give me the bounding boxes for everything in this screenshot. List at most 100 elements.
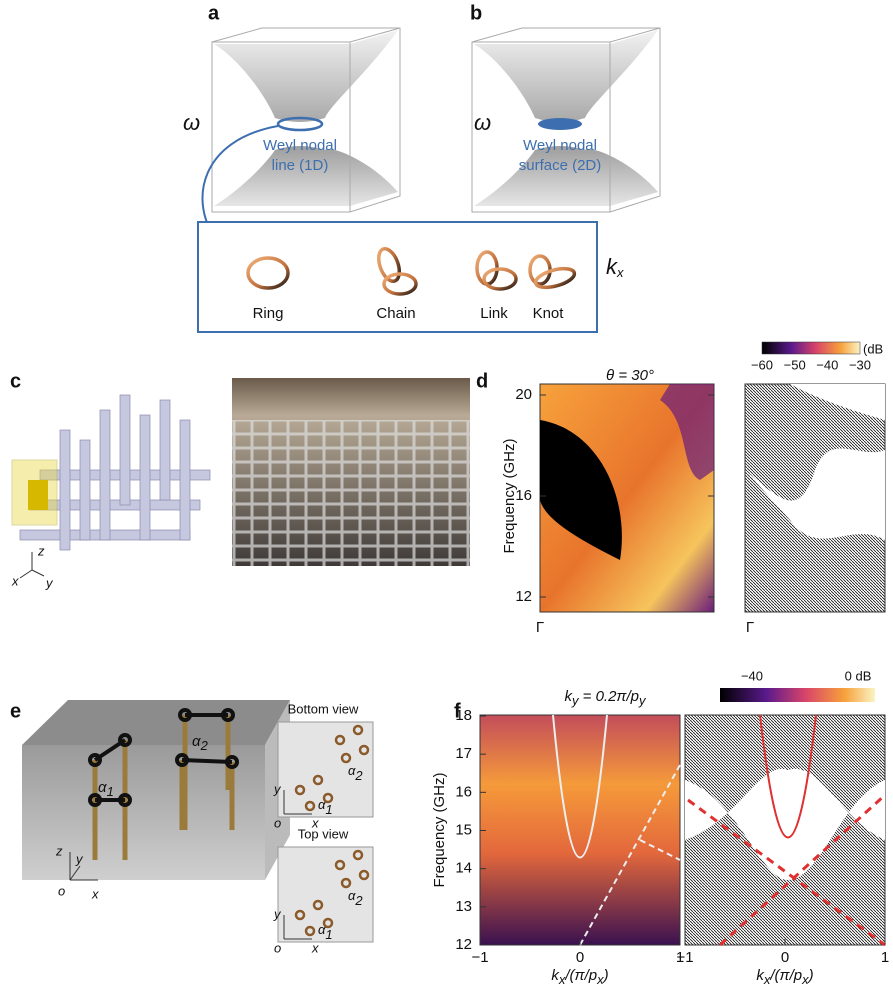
colorbar — [720, 688, 875, 702]
label-sub: x — [596, 972, 604, 986]
view-title: Top view — [298, 826, 349, 841]
colorbar — [761, 341, 861, 355]
x-tick-label: 0 — [576, 949, 584, 966]
colorbar-unit: (dB — [863, 341, 883, 356]
shape: 20 16 12 — [515, 386, 714, 605]
label-main: α — [318, 922, 326, 937]
ring — [322, 917, 334, 929]
shape — [19, 552, 45, 579]
label-sub: 1 — [325, 802, 332, 817]
shape — [22, 745, 265, 880]
shape — [540, 420, 622, 560]
axes — [283, 915, 312, 940]
shape — [538, 118, 582, 130]
ring — [334, 734, 346, 746]
shape — [225, 755, 239, 769]
annotation: line (1D) — [272, 157, 329, 174]
shape — [99, 409, 111, 541]
shape — [92, 715, 235, 860]
x-tick-label: 0 — [781, 949, 789, 966]
axis-label: ω — [183, 110, 200, 135]
label-main: = 0.2π/p — [578, 688, 639, 705]
ring — [304, 800, 316, 812]
panel-title: ky = 0.2π/py — [564, 688, 647, 708]
shape — [221, 708, 235, 722]
shape — [22, 700, 290, 745]
shape — [178, 708, 192, 722]
shape — [745, 448, 885, 540]
view-title: Bottom view — [288, 701, 359, 716]
shape — [232, 420, 470, 566]
inset-item: Ring — [253, 305, 284, 322]
label-sub: 1 — [107, 784, 114, 799]
shape: −60 −50 −40 −30 — [751, 357, 871, 372]
y-tick-label: 18 — [455, 707, 472, 724]
axes — [283, 790, 312, 815]
label-main: k — [756, 967, 765, 984]
label-sub: 2 — [354, 768, 363, 783]
shape — [552, 714, 608, 859]
y-tick-label: 14 — [455, 860, 472, 877]
colorbar-tick: −60 — [751, 357, 773, 372]
label-main: k — [606, 254, 618, 279]
label-main: k — [564, 688, 573, 705]
colorbar-tick: −50 — [784, 357, 806, 372]
label-main: ) — [602, 967, 609, 984]
shape — [139, 414, 151, 541]
shape — [382, 272, 418, 296]
panel-label: b — [470, 2, 482, 24]
panel-label: d — [476, 370, 488, 392]
ring — [294, 784, 306, 796]
shape — [59, 429, 71, 551]
annotation: Weyl nodal — [523, 137, 597, 154]
shape — [119, 394, 131, 506]
label-main: /(π/p — [564, 967, 597, 984]
inset-item: Link — [480, 305, 508, 322]
colorbar-tick: −40 — [816, 357, 838, 372]
shape — [482, 267, 518, 291]
ring — [312, 899, 324, 911]
shape — [79, 439, 91, 541]
colorbar-tick: 0 dB — [845, 668, 872, 683]
alpha-label: α2 — [192, 733, 209, 753]
label-main: α — [348, 888, 356, 903]
ring — [358, 869, 370, 881]
shape — [181, 758, 233, 764]
y-tick-label: 13 — [455, 898, 472, 915]
annotation: surface (2D) — [519, 157, 602, 174]
y-tick-label: 17 — [455, 745, 472, 762]
x-tick-label: 1 — [881, 949, 889, 966]
shape — [479, 714, 681, 946]
label-sub: 1 — [325, 927, 332, 942]
ring — [304, 925, 316, 937]
shape — [533, 266, 577, 290]
shape — [790, 384, 885, 420]
shape — [118, 733, 132, 747]
ring — [358, 744, 370, 756]
axis-label: x — [311, 815, 319, 830]
shape — [211, 27, 401, 213]
inset-item: Knot — [533, 305, 565, 322]
panel-label: f — [454, 700, 461, 722]
y-tick-label: 20 — [515, 386, 532, 403]
shape — [28, 480, 48, 510]
x-tick-label: Γ — [746, 619, 754, 636]
label-sub: x — [801, 972, 809, 986]
shape — [118, 793, 132, 807]
shape — [69, 852, 98, 881]
shape — [19, 394, 211, 551]
alpha-label: α2 — [348, 888, 363, 908]
y-tick-label: 12 — [455, 936, 472, 953]
y-axis-label: Frequency (GHz) — [431, 772, 448, 887]
shape — [685, 768, 885, 880]
y-tick-label: 16 — [515, 487, 532, 504]
axis-label: y — [75, 851, 84, 866]
x-tick-label: −1 — [676, 949, 693, 966]
x-axis-label: kx/(π/px) — [756, 967, 813, 986]
alpha-label: α1 — [318, 922, 333, 942]
axis-label: o — [274, 940, 281, 955]
axis-label: x — [11, 573, 19, 588]
shape — [179, 419, 191, 541]
